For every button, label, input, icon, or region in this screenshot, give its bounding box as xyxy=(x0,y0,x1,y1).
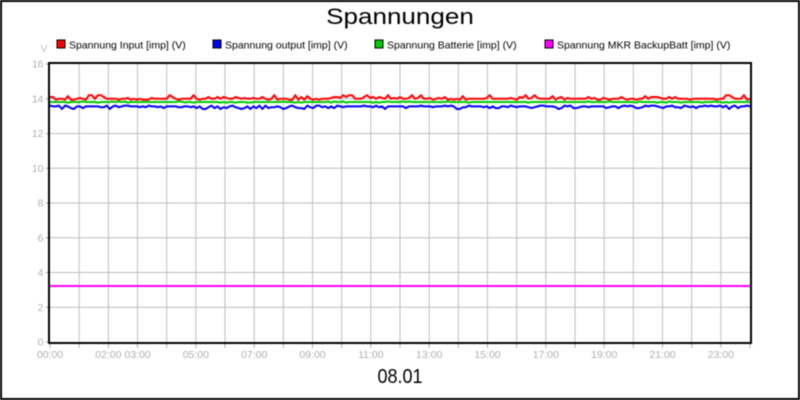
svg-text:05:00: 05:00 xyxy=(183,349,209,361)
svg-text:03:00: 03:00 xyxy=(124,349,150,361)
svg-text:2: 2 xyxy=(38,302,44,314)
svg-text:09:00: 09:00 xyxy=(299,349,325,361)
svg-text:6: 6 xyxy=(38,232,44,244)
svg-text:Spannung MKR BackupBatt [imp]: Spannung MKR BackupBatt [imp] (V) xyxy=(557,40,730,52)
svg-text:10: 10 xyxy=(32,163,44,175)
svg-text:00:00: 00:00 xyxy=(37,349,63,361)
svg-text:Spannung Batterie [imp] (V): Spannung Batterie [imp] (V) xyxy=(387,40,517,52)
svg-text:13:00: 13:00 xyxy=(416,349,442,361)
svg-text:15:00: 15:00 xyxy=(474,349,500,361)
svg-text:0: 0 xyxy=(38,337,44,349)
svg-text:19:00: 19:00 xyxy=(591,349,617,361)
svg-text:Spannung Input [imp] (V): Spannung Input [imp] (V) xyxy=(69,40,186,52)
svg-text:16: 16 xyxy=(32,59,44,71)
svg-text:21:00: 21:00 xyxy=(649,349,675,361)
svg-text:14: 14 xyxy=(32,93,44,105)
svg-text:12: 12 xyxy=(32,128,44,140)
svg-text:17:00: 17:00 xyxy=(533,349,559,361)
svg-text:11:00: 11:00 xyxy=(358,349,384,361)
svg-text:4: 4 xyxy=(38,267,44,279)
svg-text:07:00: 07:00 xyxy=(241,349,267,361)
svg-text:8: 8 xyxy=(38,198,44,210)
svg-text:23:00: 23:00 xyxy=(708,349,734,361)
svg-text:V: V xyxy=(40,43,47,55)
svg-text:Spannung output [imp] (V): Spannung output [imp] (V) xyxy=(225,40,348,52)
svg-text:02:00: 02:00 xyxy=(95,349,121,361)
